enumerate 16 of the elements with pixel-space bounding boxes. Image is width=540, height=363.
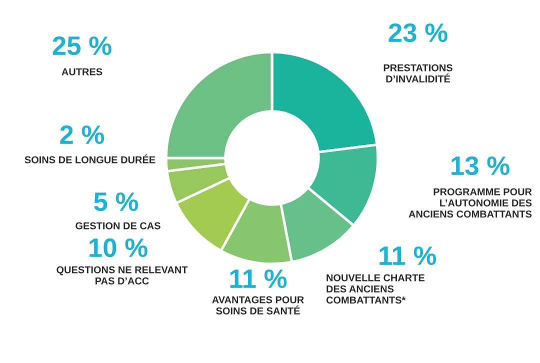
data-label: 23 % xyxy=(388,23,448,42)
slice-label: AVANTAGES POUR SOINS DE SANTÉ xyxy=(212,296,304,314)
slice-label: PROGRAMME POUR L’AUTONOMIE DES ANCIENS COMBATTANTS xyxy=(408,188,532,218)
slice-label: SOINS DE LONGUE DURÉE xyxy=(24,154,156,164)
data-label: 11 % xyxy=(380,246,436,266)
data-label: 13 % xyxy=(452,156,510,176)
data-label: 2 % xyxy=(60,125,104,144)
data-label: 10 % xyxy=(90,238,148,258)
slice-label: NOUVELLE CHARTE DES ANCIENS COMBATTANTS* xyxy=(326,274,424,304)
slice-label: GESTION DE CAS xyxy=(76,222,160,230)
slice-label: PRESTATIONS D’INVALIDITÉ xyxy=(384,64,452,82)
data-label: 25 % xyxy=(52,36,112,56)
data-label: 11 % xyxy=(230,269,287,288)
slice-label: AUTRES xyxy=(62,68,102,76)
slice-label: QUESTIONS NE RELEVANT PAS D’ACC xyxy=(56,266,188,284)
data-label: 5 % xyxy=(94,192,138,212)
